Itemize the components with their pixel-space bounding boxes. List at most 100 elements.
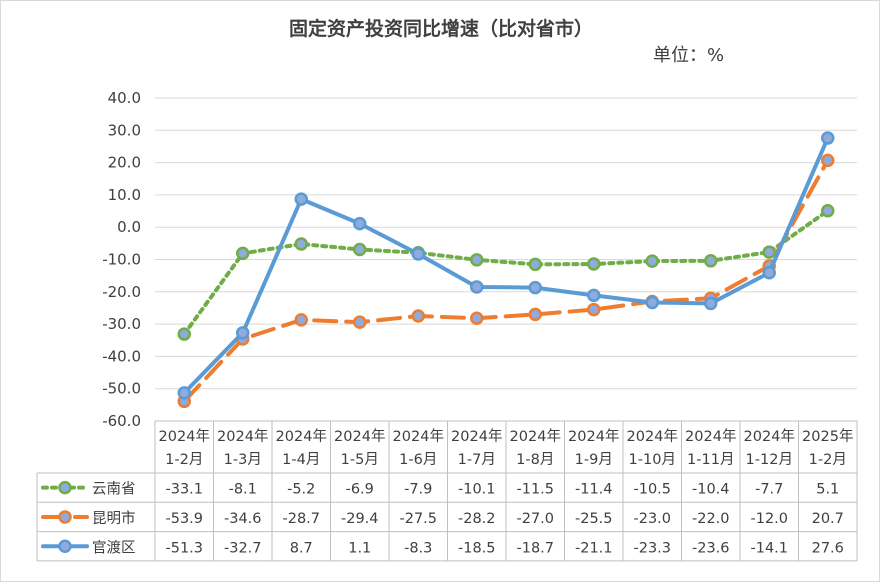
data-point: [470, 280, 484, 294]
data-point: [294, 237, 308, 251]
series-lines: [177, 131, 835, 409]
data-point: [411, 247, 425, 261]
data-point: [236, 326, 250, 340]
category-year-label: 2024年: [568, 428, 619, 445]
data-point: [587, 257, 601, 271]
data-point: [528, 257, 542, 272]
data-point: [177, 327, 191, 341]
category-period-label: 1-8月: [516, 452, 554, 468]
data-table-value: -33.1: [165, 482, 203, 498]
data-table-value: -8.3: [404, 540, 432, 556]
data-table-value: 20.7: [812, 511, 844, 527]
data-point: [762, 245, 776, 259]
data-point: [353, 216, 367, 231]
data-table-value: -23.0: [633, 511, 671, 527]
data-point: [470, 311, 484, 326]
category-year-label: 2024年: [451, 428, 502, 445]
y-tick-label: -10.0: [102, 251, 141, 269]
data-table-value: -53.9: [165, 511, 203, 527]
data-table-value: -11.5: [516, 482, 554, 498]
data-table: 2024年 1-2月 2024年 1-3月 2024年 1-4月 2024年 1-5月 2024…: [36, 420, 858, 562]
data-point: [645, 254, 659, 268]
data-table-value: -5.2: [287, 482, 315, 498]
category-period-label: 1-3月: [224, 452, 262, 468]
data-table-value: -7.9: [404, 482, 432, 498]
category-period-label: 1-11月: [687, 452, 734, 468]
data-point: [587, 288, 601, 303]
data-point: [821, 153, 835, 168]
category-period-label: 1-4月: [282, 452, 320, 468]
legend-key-3: [41, 539, 89, 553]
series-line: [182, 136, 830, 395]
data-point: [177, 386, 191, 400]
data-point: [470, 253, 484, 267]
y-axis-ticks: 40.0 30.0 20.0 10.0 0.0 -10.0 -20.0 -30.0 -40.0 -…: [102, 89, 141, 430]
category-year-label: 2024年: [159, 428, 210, 445]
legend-key-2: [41, 510, 89, 524]
y-tick-label: 10.0: [108, 186, 141, 204]
category-year-label: 2024年: [276, 428, 327, 445]
legend-label: 云南省: [92, 481, 136, 498]
data-table-value: -10.4: [692, 482, 730, 498]
category-period-label: 1-9月: [575, 452, 613, 468]
data-table-value: -32.7: [224, 540, 262, 556]
data-table-value: 1.1: [348, 540, 371, 556]
data-table-value: 5.1: [816, 482, 839, 498]
data-point: [294, 192, 308, 206]
series-3: [177, 131, 835, 400]
y-tick-label: 40.0: [108, 89, 141, 107]
series-line: [182, 208, 830, 337]
data-table-value: 8.7: [290, 540, 313, 556]
data-table-value: -25.5: [575, 511, 613, 527]
category-period-label: 1-2月: [165, 452, 203, 468]
series-2: [177, 153, 835, 409]
data-point: [411, 309, 425, 323]
data-point: [353, 242, 367, 257]
category-year-label: 2024年: [627, 428, 678, 445]
y-tick-label: -50.0: [102, 380, 141, 398]
category-period-label: 1-10月: [629, 452, 676, 468]
data-table-value: -51.3: [165, 540, 203, 556]
data-point: [645, 295, 659, 310]
data-point: [762, 265, 776, 280]
category-period-label: 1-2月: [809, 452, 847, 468]
data-table-value: -18.5: [458, 540, 496, 556]
data-point: [236, 246, 250, 261]
legend-label: 昆明市: [92, 510, 136, 527]
data-point: [704, 296, 718, 311]
legend-label: 官渡区: [92, 539, 136, 556]
category-period-label: 1-6月: [399, 452, 437, 468]
gridlines: [155, 97, 857, 422]
data-table-value: -28.2: [458, 511, 496, 527]
data-table-value: -11.4: [575, 482, 613, 498]
series-line: [182, 158, 830, 404]
data-point: [821, 131, 835, 145]
data-table-value: -21.1: [575, 540, 613, 556]
category-period-label: 1-12月: [746, 452, 793, 468]
legend-key-1: [41, 480, 89, 495]
data-table-value: -14.1: [750, 540, 788, 556]
chart-title: 固定资产投资同比增速（比对省市）: [289, 17, 593, 40]
category-year-label: 2024年: [510, 428, 561, 445]
category-period-label: 1-5月: [341, 452, 379, 468]
data-table-value: -8.1: [229, 482, 257, 498]
data-table-value: -10.5: [633, 482, 671, 498]
y-tick-label: -20.0: [102, 283, 141, 301]
data-table-value: -22.0: [692, 511, 730, 527]
data-point: [587, 302, 601, 317]
data-point: [528, 307, 542, 322]
data-table-value: -34.6: [224, 511, 262, 527]
data-table-value: -6.9: [346, 482, 374, 498]
data-table-value: -29.4: [341, 511, 379, 527]
category-year-label: 2024年: [334, 428, 385, 445]
data-table-value: -18.7: [516, 540, 554, 556]
data-point: [528, 280, 542, 295]
y-tick-label: 0.0: [117, 218, 141, 236]
data-point: [353, 315, 367, 329]
data-table-value: -7.7: [755, 482, 783, 498]
data-table-value: -23.3: [633, 540, 671, 556]
data-table-value: 27.6: [812, 540, 844, 556]
data-table-value: -12.0: [750, 511, 788, 527]
